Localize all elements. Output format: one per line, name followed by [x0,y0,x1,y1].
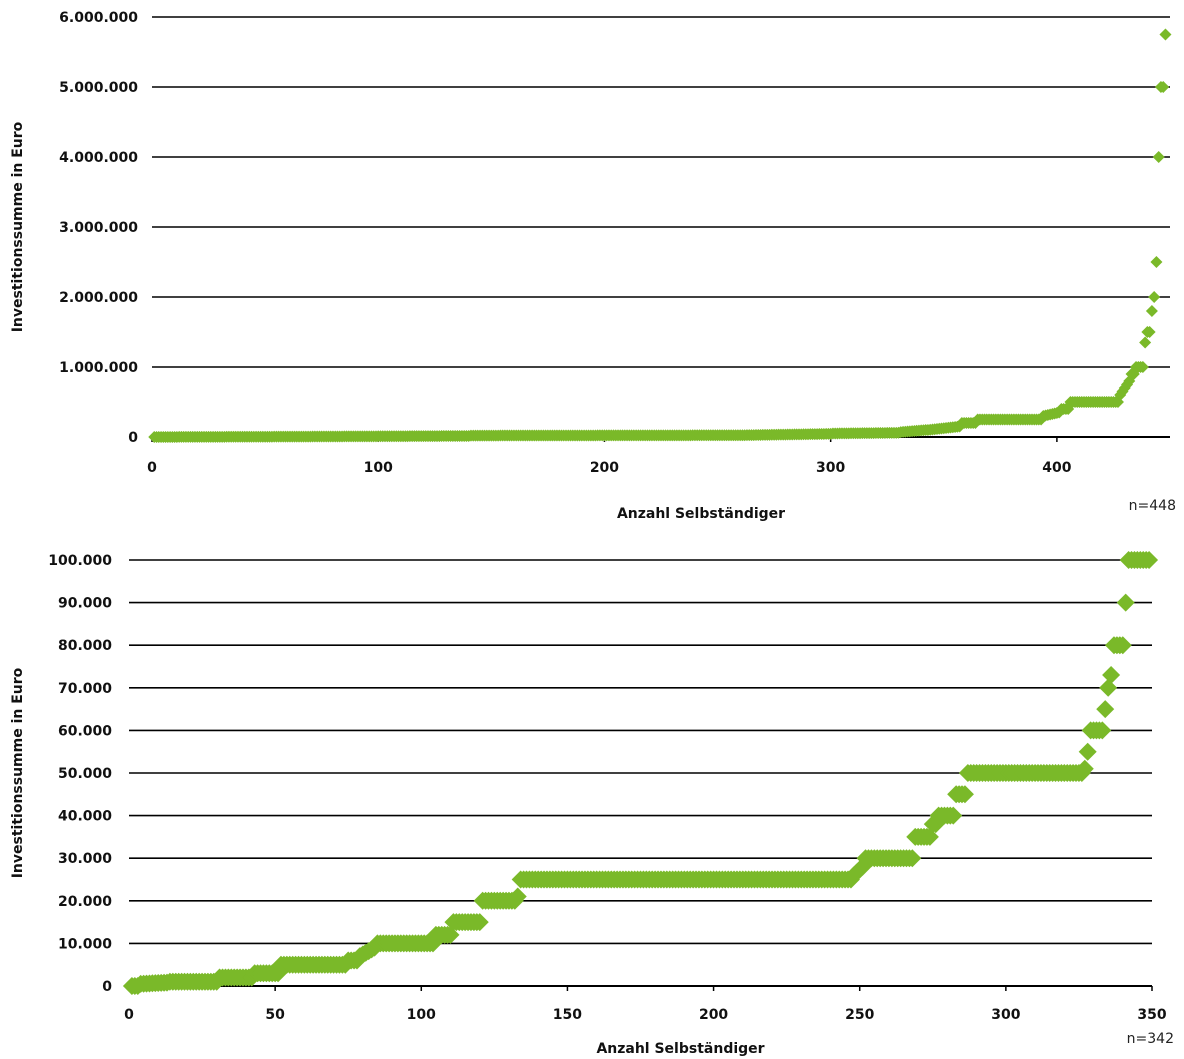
y-tick-label: 10.000 [58,936,112,952]
data-point [1152,151,1165,163]
y-tick-label: 0 [102,979,112,995]
investment-chart-zoomed: 0 10.000 20.000 30.000 40.000 50.000 60.000 70.… [10,551,1174,1057]
investment-chart-all: 0 1.000.000 2.000.000 3.000.000 4.000.000 5.0… [10,10,1176,522]
y-tick-label: 100.000 [48,553,112,569]
data-point [1099,678,1118,697]
data-point [1102,666,1121,685]
y-tick-label: 4.000.000 [59,150,138,166]
data-point [1139,336,1152,349]
data-point [1143,326,1156,338]
y-tick-label: 80.000 [58,638,112,654]
y-tick-label: 60.000 [58,723,112,739]
data-point [508,887,527,906]
x-tick-label: 400 [1042,460,1071,476]
sample-size-note: n=448 [1129,498,1176,514]
data-point [1113,636,1132,655]
data-point [1136,361,1149,373]
data-point [1140,551,1159,569]
y-tick-label: 70.000 [58,681,112,697]
y-tick-label: 3.000.000 [59,220,138,236]
y-tick-label: 5.000.000 [59,80,138,96]
x-tick-label: 300 [816,460,845,476]
y-tick-label: 90.000 [58,596,112,612]
data-point [1159,28,1172,41]
y-axis-title: Investitionssumme in Euro [10,667,26,878]
x-tick-label: 0 [147,460,157,476]
x-tick-label: 200 [590,460,619,476]
x-tick-label: 100 [364,460,393,476]
data-point [1093,721,1112,740]
y-tick-label: 50.000 [58,766,112,782]
data-point [1157,81,1170,93]
data-point [441,925,460,944]
x-tick-label: 300 [991,1007,1020,1023]
y-axis-title: Investitionssumme in Euro [10,121,26,332]
x-axis-title: Anzahl Selbständiger [596,1041,764,1057]
x-tick-label: 50 [265,1007,285,1023]
x-tick-label: 250 [845,1007,874,1023]
data-point [470,913,489,932]
data-point [1148,291,1161,303]
data-point [1096,700,1115,719]
data-point [1116,593,1135,612]
x-axis-title: Anzahl Selbständiger [617,506,785,522]
y-tick-label: 0 [128,430,138,446]
y-tick-label: 1.000.000 [59,360,138,376]
data-point [944,806,963,825]
y-tick-label: 40.000 [58,809,112,825]
x-tick-label: 200 [699,1007,728,1023]
x-tick-label: 150 [553,1007,582,1023]
x-tick-label: 100 [407,1007,436,1023]
y-tick-label: 30.000 [58,851,112,867]
x-tick-label: 0 [124,1007,134,1023]
data-point [920,827,939,846]
y-tick-label: 6.000.000 [59,10,138,26]
data-point [1078,742,1097,761]
x-tick-label: 350 [1137,1007,1166,1023]
data-point [903,849,922,868]
data-point [1075,759,1094,778]
y-tick-label: 20.000 [58,894,112,910]
data-point [955,785,974,804]
data-point [1145,305,1158,317]
sample-size-note: n=342 [1127,1031,1174,1047]
y-tick-label: 2.000.000 [59,290,138,306]
data-point [1150,256,1163,268]
